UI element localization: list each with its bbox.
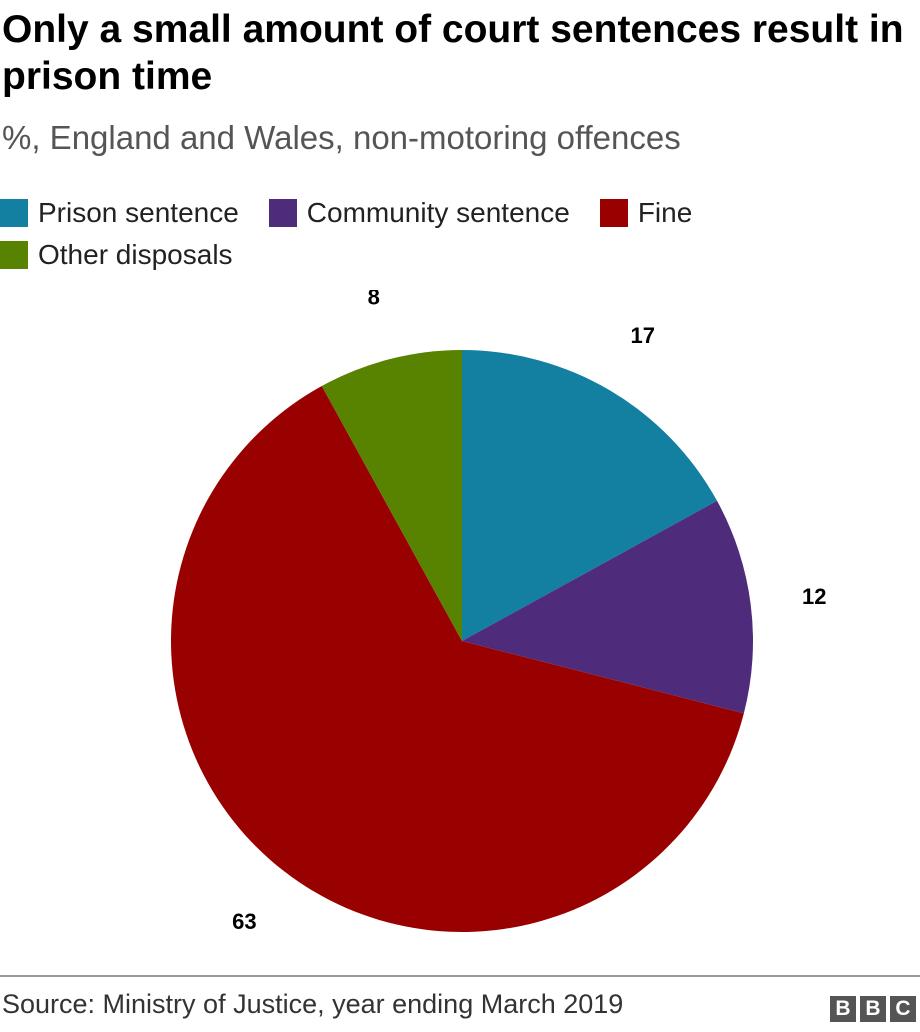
chart-subtitle: %, England and Wales, non-motoring offen… xyxy=(2,119,681,156)
bbc-logo-letter: B xyxy=(860,996,886,1022)
footer-divider xyxy=(0,975,920,977)
bbc-logo-letter: C xyxy=(890,996,916,1022)
legend-swatch xyxy=(268,199,297,227)
pie-slice-prison-sentence xyxy=(462,350,718,641)
legend-item: Prison sentence xyxy=(0,196,239,230)
data-label: 12 xyxy=(802,584,826,609)
pie-slice-fine xyxy=(171,385,744,932)
legend-label: Fine xyxy=(637,197,693,228)
legend-label: Prison sentence xyxy=(38,197,239,228)
data-label: 63 xyxy=(232,909,256,934)
source-note: Source: Ministry of Justice, year ending… xyxy=(2,989,624,1019)
legend-item: Fine xyxy=(599,196,693,230)
chart-title: Only a small amount of court sentences r… xyxy=(2,8,904,98)
legend-label: Other disposals xyxy=(38,239,233,270)
pie-chart: 17 12 63 8 xyxy=(171,290,826,934)
pie-slice-community-sentence xyxy=(462,500,753,714)
chart-legend: Prison sentence Community sentence Fine Oth… xyxy=(0,196,915,272)
legend-swatch xyxy=(0,199,28,227)
data-label: 8 xyxy=(368,290,380,310)
legend-label: Community sentence xyxy=(306,197,570,228)
legend-swatch xyxy=(0,241,28,269)
bbc-logo: B B C xyxy=(830,996,916,1022)
bbc-logo-letter: B xyxy=(830,996,856,1022)
pie-slice-other-disposals xyxy=(321,350,462,641)
data-label: 17 xyxy=(630,323,654,348)
legend-item: Community sentence xyxy=(268,196,570,230)
legend-swatch xyxy=(599,199,628,227)
legend-item: Other disposals xyxy=(0,238,233,272)
